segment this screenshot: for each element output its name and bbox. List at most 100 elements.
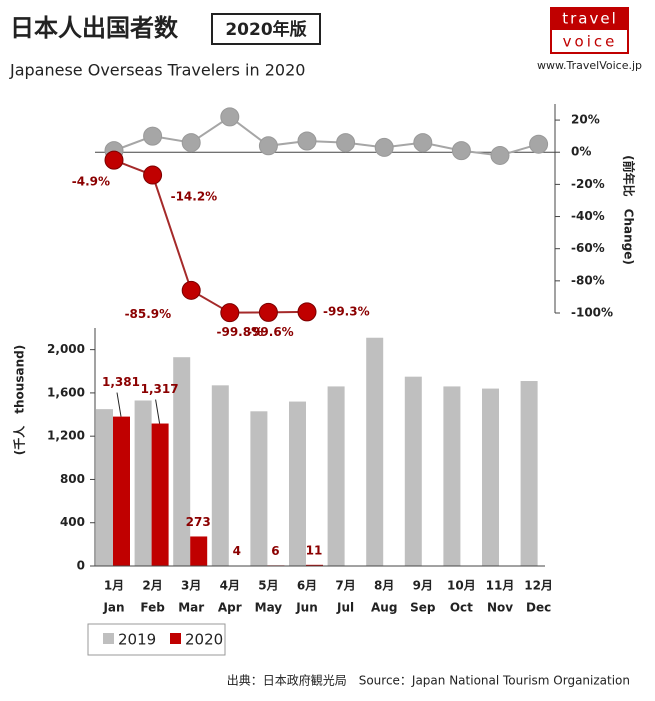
marker bbox=[413, 133, 433, 153]
bar bbox=[113, 416, 130, 566]
y-tick-label: 800 bbox=[60, 472, 85, 486]
value-label: 273 bbox=[186, 515, 211, 529]
x-tick-label: 7月 bbox=[335, 579, 355, 593]
bar bbox=[443, 386, 461, 566]
value-label: 6 bbox=[271, 544, 279, 558]
series-line bbox=[113, 115, 539, 157]
marker bbox=[374, 137, 394, 157]
marker bbox=[143, 126, 163, 146]
value-label: -99.3% bbox=[323, 304, 370, 318]
x-tick-label-en: May bbox=[255, 601, 283, 615]
x-tick-label-en: Sep bbox=[410, 601, 436, 615]
x-tick-label: 11月 bbox=[486, 579, 515, 593]
y2-tick-label: 0% bbox=[571, 145, 591, 159]
y2-tick-label: -100% bbox=[571, 306, 613, 320]
x-tick-label-en: Nov bbox=[487, 601, 513, 615]
legend-label: 2019 bbox=[118, 631, 156, 649]
x-tick-label: 1月 bbox=[104, 579, 124, 593]
logo-bottom: voice bbox=[563, 33, 618, 51]
marker bbox=[258, 302, 278, 322]
y-tick-label: 2,000 bbox=[47, 342, 85, 356]
x-tick-label: 9月 bbox=[413, 579, 433, 593]
x-tick-label: 6月 bbox=[297, 579, 317, 593]
bar bbox=[173, 357, 191, 566]
bar bbox=[327, 386, 345, 566]
value-label: -99.6% bbox=[247, 325, 294, 339]
x-tick-label-en: Jul bbox=[336, 601, 354, 615]
value-label: 1,381 bbox=[102, 375, 140, 389]
url: www.TravelVoice.jp bbox=[537, 59, 642, 72]
bar bbox=[366, 337, 384, 566]
value-label: 4 bbox=[233, 544, 241, 558]
marker bbox=[104, 150, 124, 170]
legend-label: 2020 bbox=[185, 631, 223, 649]
x-tick-label: 8月 bbox=[374, 579, 394, 593]
bar bbox=[96, 409, 113, 566]
x-tick-label-en: Apr bbox=[218, 601, 242, 615]
marker bbox=[297, 131, 317, 151]
bar bbox=[306, 564, 323, 566]
y2-tick-label: -60% bbox=[571, 241, 605, 255]
value-label: 1,317 bbox=[141, 382, 179, 396]
y2-label: (前年比 Change) bbox=[622, 155, 637, 265]
x-tick-label-en: Jun bbox=[295, 601, 318, 615]
bar bbox=[482, 388, 499, 566]
marker bbox=[220, 303, 240, 323]
y-tick-label: 0 bbox=[77, 559, 85, 573]
badge-box bbox=[211, 13, 321, 45]
badge: 2020年版 bbox=[225, 19, 306, 40]
x-tick-label: 3月 bbox=[181, 579, 201, 593]
x-tick-label: 2月 bbox=[142, 579, 162, 593]
bar bbox=[289, 401, 306, 566]
logo-band bbox=[551, 8, 628, 30]
x-tick-label-en: Mar bbox=[178, 601, 204, 615]
value-label: -99.8% bbox=[216, 325, 263, 339]
x-tick-label-en: Aug bbox=[371, 601, 397, 615]
bar bbox=[520, 381, 538, 566]
x-tick-label-en: Oct bbox=[450, 601, 473, 615]
y-tick-label: 400 bbox=[60, 515, 85, 529]
x-tick-label: 10月 bbox=[447, 579, 476, 593]
x-tick-label-en: Jan bbox=[102, 601, 124, 615]
x-tick-label-en: Feb bbox=[140, 601, 165, 615]
x-tick-label-en: Dec bbox=[526, 601, 551, 615]
marker bbox=[181, 280, 201, 300]
marker bbox=[336, 133, 356, 153]
bar bbox=[134, 400, 152, 566]
leader bbox=[116, 392, 122, 417]
subtitle: Japanese Overseas Travelers in 2020 bbox=[9, 61, 305, 80]
x-tick-label: 5月 bbox=[258, 579, 278, 593]
bar bbox=[211, 385, 229, 566]
legend-swatch bbox=[170, 633, 181, 644]
leader bbox=[155, 399, 161, 424]
marker bbox=[220, 107, 240, 127]
marker bbox=[181, 133, 201, 153]
source: 出典：日本政府観光局 Source：Japan National Tourism… bbox=[227, 673, 630, 688]
bar bbox=[404, 376, 422, 566]
y-tick-label: 1,600 bbox=[47, 385, 85, 399]
marker bbox=[529, 134, 549, 154]
series-line bbox=[113, 159, 308, 314]
x-tick-label: 4月 bbox=[220, 579, 240, 593]
marker bbox=[297, 302, 317, 322]
bar bbox=[151, 423, 169, 566]
y2-tick-label: -80% bbox=[571, 273, 605, 287]
y-tick-label: 1,200 bbox=[47, 429, 85, 443]
legend-swatch bbox=[103, 633, 114, 644]
marker bbox=[258, 136, 278, 156]
value-label: -4.9% bbox=[72, 175, 110, 189]
legend-box bbox=[87, 623, 226, 656]
y2-tick-label: -20% bbox=[571, 177, 605, 191]
title: 日本人出国者数 bbox=[10, 14, 179, 42]
value-label: -14.2% bbox=[171, 190, 218, 204]
y-label: (千人 thousand) bbox=[12, 345, 27, 455]
bar bbox=[250, 411, 268, 566]
value-label: -85.9% bbox=[125, 307, 172, 321]
value-label: 11 bbox=[306, 543, 323, 557]
bar bbox=[190, 536, 208, 566]
marker bbox=[143, 165, 163, 185]
marker bbox=[490, 145, 510, 165]
logo-top: travel bbox=[562, 10, 618, 28]
x-tick-label: 12月 bbox=[524, 579, 553, 593]
